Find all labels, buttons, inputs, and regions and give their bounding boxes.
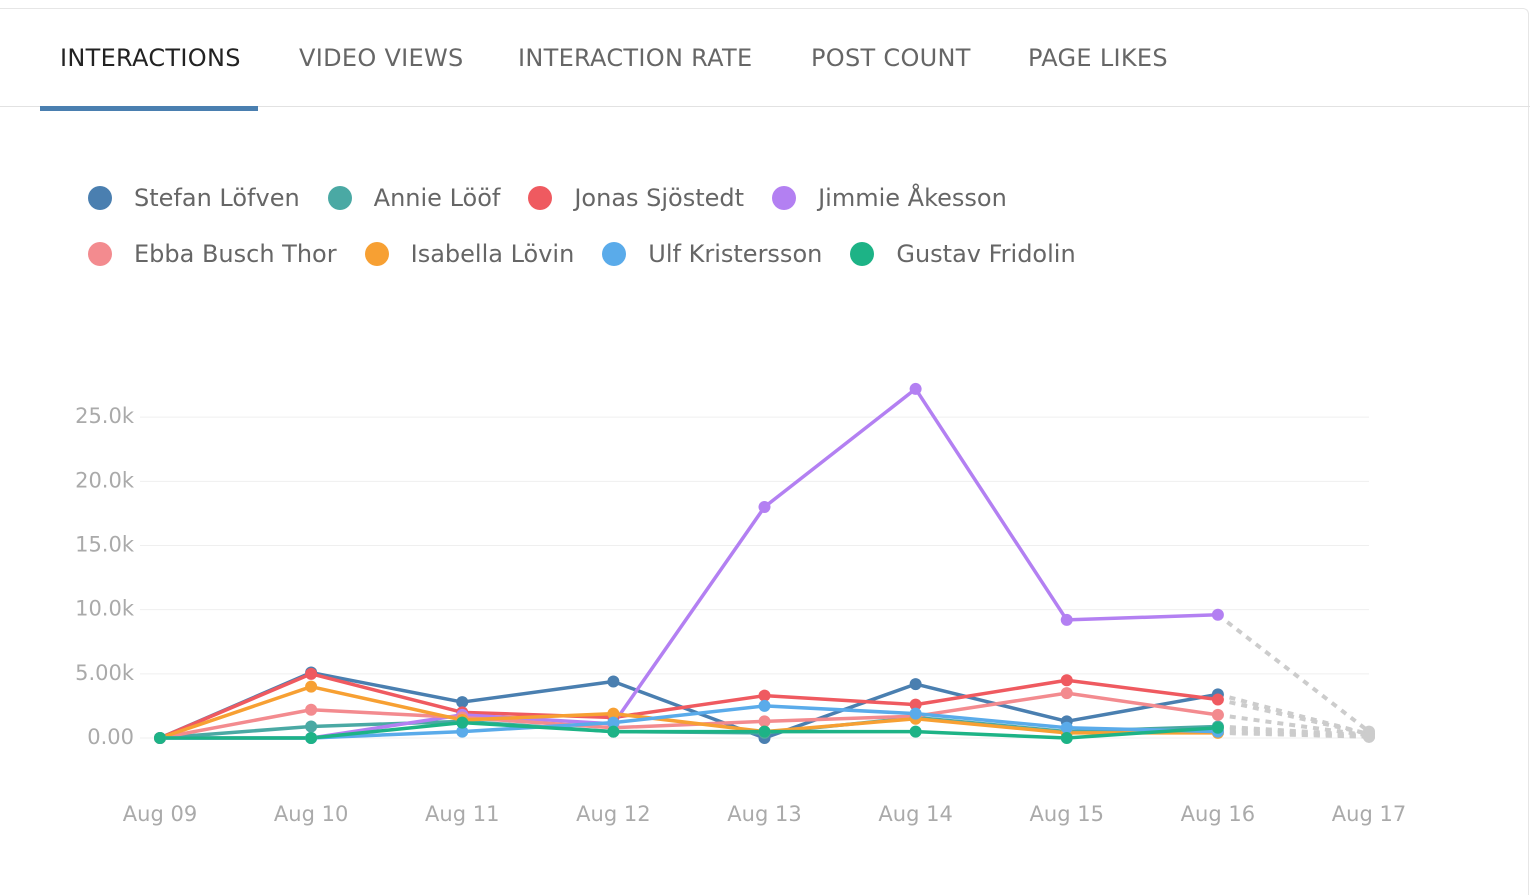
data-point — [1211, 721, 1224, 734]
legend-label: Gustav Fridolin — [896, 240, 1076, 268]
series-line — [159, 672, 1219, 740]
legend-swatch — [327, 186, 352, 210]
data-point — [909, 678, 922, 691]
card — [0, 8, 1529, 895]
legend-swatch — [88, 186, 112, 210]
data-point — [758, 501, 771, 513]
data-point — [1363, 730, 1375, 743]
tab-bar: INTERACTIONS VIDEO VIEWS INTERACTION RATE P… — [0, 8, 1530, 111]
x-tick-label: Aug 16 — [1181, 802, 1255, 826]
data-point — [607, 725, 620, 738]
legend-row: Ebba Busch Thor Isabella Lövin Ulf Krister… — [88, 226, 1104, 282]
y-tick-label: 10.0k — [75, 597, 135, 621]
tab[interactable]: POST COUNT — [811, 44, 971, 72]
legend-label: Ulf Kristersson — [648, 240, 823, 268]
legend-item[interactable]: Ulf Kristersson — [602, 240, 822, 268]
data-point — [1060, 613, 1073, 626]
data-point — [909, 707, 922, 720]
legend-item[interactable]: Isabella Lövin — [364, 240, 575, 268]
legend-label: Isabella Lövin — [410, 240, 575, 268]
y-tick-label: 5.00k — [75, 661, 135, 685]
y-tick-label: 15.0k — [75, 533, 135, 557]
x-tick-label: Aug 13 — [727, 802, 801, 826]
legend-label: Annie Lööf — [373, 184, 501, 212]
x-tick-label: Aug 11 — [425, 802, 499, 826]
data-point — [758, 725, 771, 738]
legend-label: Jonas Sjöstedt — [574, 184, 745, 212]
x-tick-label: Aug 14 — [878, 802, 952, 826]
series-line — [159, 670, 1219, 740]
data-point — [909, 382, 922, 395]
data-point — [758, 689, 771, 702]
legend-swatch — [364, 242, 389, 266]
series-line — [159, 684, 1218, 740]
data-point — [1060, 732, 1073, 744]
data-point — [607, 716, 620, 729]
tab[interactable]: INTERACTION RATE — [518, 44, 753, 72]
series-line — [160, 720, 1218, 740]
data-point — [1211, 608, 1224, 621]
legend-row: Stefan Löfven Annie Lööf Jonas Sjöstedt Jim… — [88, 170, 1104, 226]
legend-label: Stefan Löfven — [134, 184, 300, 212]
series-line — [159, 691, 1219, 740]
tab[interactable]: INTERACTIONS — [60, 44, 241, 72]
y-tick-label: 0.00 — [87, 725, 134, 749]
y-tick-label: 25.0k — [75, 404, 135, 428]
y-tick-label: 20.0k — [75, 468, 135, 492]
data-point — [305, 703, 318, 716]
series-line — [160, 387, 1218, 740]
legend-swatch — [850, 242, 875, 266]
data-point — [456, 696, 469, 709]
tab[interactable]: PAGE LIKES — [1028, 44, 1168, 72]
forecast-line — [1217, 692, 1370, 737]
data-point — [1060, 674, 1073, 687]
legend-label: Jimmie Åkesson — [818, 184, 1007, 212]
legend-item[interactable]: Stefan Löfven — [88, 184, 300, 212]
forecast-line — [1217, 725, 1370, 739]
legend-item[interactable]: Jimmie Åkesson — [772, 184, 1007, 212]
forecast-line — [1217, 712, 1370, 738]
data-point — [1211, 693, 1224, 706]
x-tick-label: Aug 12 — [576, 802, 650, 826]
data-point — [758, 699, 771, 712]
data-point — [456, 716, 469, 729]
legend-swatch — [528, 186, 553, 210]
tab[interactable]: VIDEO VIEWS — [299, 44, 464, 72]
data-point — [758, 715, 771, 728]
data-point — [154, 732, 166, 744]
legend-swatch — [602, 242, 627, 266]
data-point — [909, 698, 922, 711]
x-tick-label: Aug 09 — [123, 802, 197, 826]
x-tick-label: Aug 10 — [274, 802, 348, 826]
data-point — [1211, 708, 1224, 721]
data-point — [1060, 687, 1073, 700]
data-point — [305, 680, 318, 693]
x-tick-label: Aug 17 — [1332, 802, 1406, 826]
legend-item[interactable]: Gustav Fridolin — [850, 240, 1076, 268]
data-point — [305, 667, 318, 680]
data-point — [607, 707, 620, 720]
legend-swatch — [88, 242, 112, 266]
legend: Stefan Löfven Annie Lööf Jonas Sjöstedt Jim… — [88, 170, 1104, 282]
data-point — [1060, 721, 1073, 734]
data-point — [456, 725, 469, 738]
legend-item[interactable]: Jonas Sjöstedt — [528, 184, 744, 212]
data-point — [607, 675, 620, 688]
legend-item[interactable]: Ebba Busch Thor — [88, 240, 337, 268]
data-point — [305, 732, 318, 744]
forecast-line — [1217, 697, 1370, 737]
legend-label: Ebba Busch Thor — [134, 240, 337, 268]
active-tab-underline — [40, 106, 258, 111]
legend-swatch — [772, 186, 797, 210]
data-point — [909, 725, 922, 738]
data-point — [305, 720, 318, 733]
forecast-line — [1216, 613, 1371, 734]
x-tick-label: Aug 15 — [1030, 802, 1104, 826]
legend-item[interactable]: Annie Lööf — [327, 184, 501, 212]
